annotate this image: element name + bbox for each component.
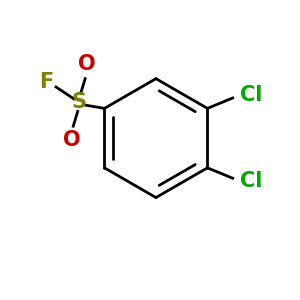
Text: F: F [39, 72, 53, 92]
Text: O: O [78, 54, 95, 74]
Text: Cl: Cl [239, 85, 262, 105]
Text: S: S [72, 92, 87, 112]
Text: Cl: Cl [239, 171, 262, 191]
Text: O: O [63, 130, 81, 151]
